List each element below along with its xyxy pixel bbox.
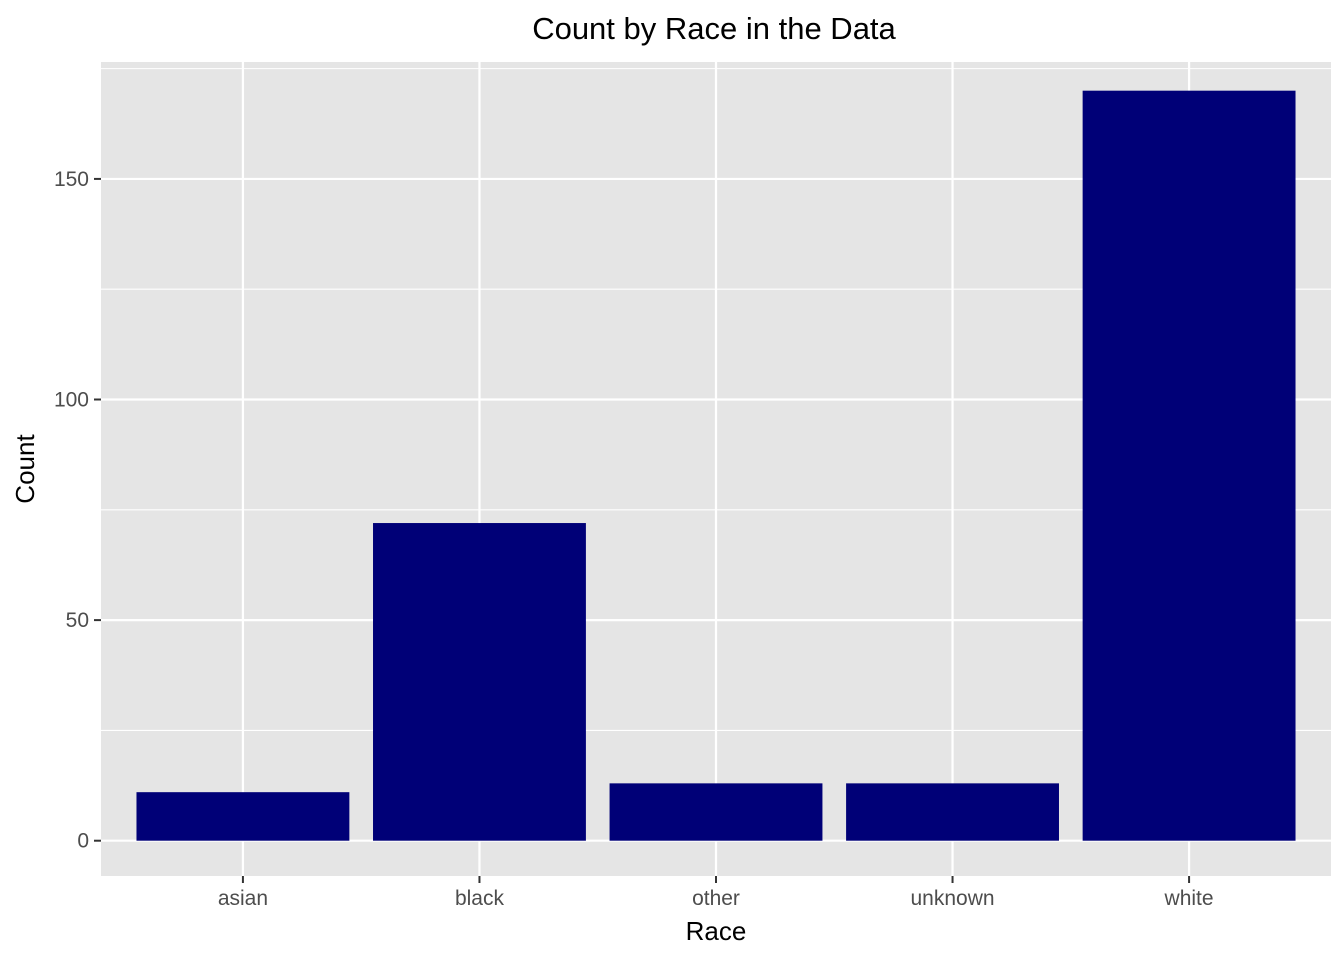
y-tick-label: 150 (54, 168, 89, 191)
y-tick-label: 0 (77, 830, 89, 853)
y-axis: 0 50 100 150 (54, 168, 101, 853)
x-tick-label: other (692, 887, 740, 910)
y-tick-label: 100 (54, 389, 89, 412)
x-tick-label: black (455, 887, 505, 910)
bar-asian (136, 792, 350, 841)
bar-other (609, 783, 823, 841)
chart-title: Count by Race in the Data (532, 11, 896, 46)
x-tick-label: asian (218, 887, 268, 910)
x-tick-label: white (1164, 887, 1214, 910)
bar-black (373, 523, 586, 841)
x-axis: asian black other unknown white (218, 876, 1214, 910)
y-tick-label: 50 (66, 609, 89, 632)
y-axis-title: Count (10, 434, 40, 504)
x-tick-label: unknown (911, 887, 995, 910)
bars (136, 90, 1296, 841)
bar-unknown (846, 783, 1059, 841)
bar-white (1082, 90, 1296, 841)
x-axis-title: Race (686, 916, 747, 946)
